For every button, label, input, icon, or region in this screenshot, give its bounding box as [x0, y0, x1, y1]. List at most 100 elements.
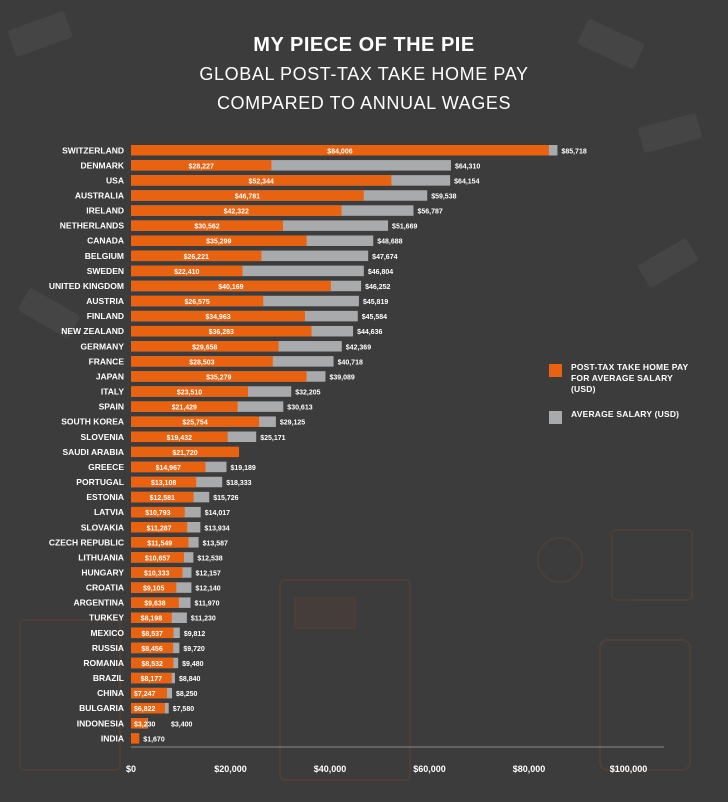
- value-label-average-sweden: $46,804: [368, 269, 393, 276]
- chart-title: MY PIECE OF THE PIE: [253, 34, 475, 56]
- value-label-average-france: $40,718: [338, 359, 363, 366]
- category-label-new-zealand: NEW ZEALAND: [61, 326, 124, 336]
- bar-post-tax-mexico: [131, 627, 174, 639]
- category-label-ireland: IRELAND: [86, 206, 124, 216]
- category-label-estonia: ESTONIA: [86, 492, 124, 502]
- bar-post-tax-denmark: [131, 160, 272, 171]
- legend-label-average: AVERAGE SALARY (USD): [571, 409, 680, 419]
- value-label-average-romania: $9,480: [182, 661, 204, 668]
- value-label-post-tax-indonesia: $3,230: [134, 721, 156, 728]
- value-label-post-tax-canada: $35,299: [206, 239, 231, 246]
- category-label-germany: GERMANY: [81, 341, 125, 351]
- bar-post-tax-czech-republic: [131, 537, 189, 548]
- x-tick-label: $40,000: [314, 764, 347, 774]
- category-label-lithuania: LITHUANIA: [78, 552, 124, 562]
- bar-post-tax-bulgaria: [131, 702, 165, 714]
- value-label-average-australia: $59,538: [431, 193, 456, 200]
- category-label-romania: ROMANIA: [83, 658, 124, 668]
- category-label-switzerland: SWITZERLAND: [62, 145, 124, 155]
- category-label-indonesia: INDONESIA: [77, 718, 124, 728]
- category-label-usa: USA: [106, 175, 124, 185]
- bar-post-tax-belgium: [131, 250, 262, 262]
- chart-subtitle-line-1: GLOBAL POST-TAX TAKE HOME PAY: [199, 64, 529, 84]
- bar-post-tax-ireland: [131, 205, 342, 216]
- value-label-post-tax-brazil: $8,177: [141, 676, 163, 683]
- category-label-finland: FINLAND: [87, 311, 124, 321]
- value-label-post-tax-france: $28,503: [189, 359, 214, 366]
- value-label-post-tax-croatia: $9,105: [143, 586, 165, 593]
- value-label-post-tax-slovakia: $11,287: [147, 525, 172, 532]
- value-label-average-italy: $32,205: [295, 390, 320, 397]
- category-label-saudi-arabia: SAUDI ARABIA: [62, 447, 124, 457]
- value-label-post-tax-estonia: $12,581: [150, 495, 175, 502]
- value-label-post-tax-slovenia: $19,432: [167, 435, 192, 442]
- value-label-average-spain: $30,613: [287, 405, 312, 412]
- value-label-post-tax-czech-republic: $11,549: [147, 540, 172, 547]
- value-label-post-tax-south-korea: $25,754: [182, 420, 207, 427]
- category-label-czech-republic: CZECH REPUBLIC: [49, 537, 124, 547]
- value-label-post-tax-hungary: $10,333: [144, 570, 169, 577]
- category-label-spain: SPAIN: [99, 402, 124, 412]
- bar-post-tax-sweden: [131, 265, 243, 277]
- value-label-average-latvia: $14,017: [205, 510, 230, 517]
- bar-post-tax-latvia: [131, 506, 185, 518]
- bar-post-tax-canada: [131, 235, 307, 246]
- bar-post-tax-slovakia: [131, 522, 188, 533]
- x-tick-label: $20,000: [214, 764, 247, 774]
- category-label-italy: ITALY: [101, 387, 124, 397]
- value-label-post-tax-russia: $8,456: [141, 646, 163, 653]
- value-label-post-tax-ireland: $42,322: [224, 209, 249, 216]
- bar-post-tax-united-kingdom: [131, 280, 331, 292]
- bar-post-tax-indonesia: [131, 718, 148, 729]
- chart-subtitle-line-2: COMPARED TO ANNUAL WAGES: [216, 93, 512, 113]
- bar-post-tax-netherlands: [131, 220, 284, 231]
- value-label-average-finland: $45,584: [362, 314, 387, 321]
- value-label-average-croatia: $12,140: [195, 586, 220, 593]
- category-label-brazil: BRAZIL: [93, 673, 124, 683]
- value-label-average-united-kingdom: $46,252: [365, 284, 390, 291]
- value-label-average-netherlands: $51,669: [392, 224, 417, 231]
- value-label-post-tax-china: $7,247: [134, 691, 156, 698]
- value-label-average-russia: $9,720: [183, 646, 205, 653]
- value-label-post-tax-italy: $23,510: [177, 390, 202, 397]
- bar-post-tax-romania: [131, 657, 174, 669]
- value-label-average-new-zealand: $44,636: [357, 329, 382, 336]
- value-label-average-switzerland: $85,718: [561, 148, 586, 155]
- value-label-post-tax-saudi-arabia: $21,720: [172, 450, 197, 457]
- value-label-average-czech-republic: $13,587: [203, 540, 228, 547]
- x-tick-label: $80,000: [513, 764, 546, 774]
- value-label-post-tax-greece: $14,967: [156, 465, 181, 472]
- value-label-post-tax-austria: $26,575: [184, 299, 209, 306]
- value-label-post-tax-denmark: $28,227: [189, 163, 214, 170]
- value-label-post-tax-latvia: $10,793: [145, 510, 170, 517]
- category-label-china: CHINA: [97, 688, 124, 698]
- value-label-average-portugal: $18,333: [226, 480, 251, 487]
- value-label-average-estonia: $15,726: [213, 495, 238, 502]
- bar-post-tax-saudi-arabia: [131, 446, 240, 458]
- category-label-slovenia: SLOVENIA: [81, 432, 124, 442]
- value-label-average-slovenia: $25,171: [260, 435, 285, 442]
- value-label-post-tax-netherlands: $30,562: [194, 224, 219, 231]
- category-label-slovakia: SLOVAKIA: [81, 522, 124, 532]
- tax-doc-icon: [295, 598, 355, 628]
- value-label-average-hungary: $12,157: [195, 570, 220, 577]
- value-label-post-tax-romania: $8,532: [142, 661, 164, 668]
- value-label-post-tax-mexico: $8,537: [142, 631, 164, 638]
- category-label-russia: RUSSIA: [92, 643, 124, 653]
- value-label-post-tax-japan: $35,279: [206, 374, 231, 381]
- category-label-france: FRANCE: [89, 356, 125, 366]
- bar-post-tax-portugal: [131, 476, 197, 488]
- bar-post-tax-germany: [131, 341, 279, 352]
- category-label-united-kingdom: UNITED KINGDOM: [49, 281, 124, 291]
- value-label-post-tax-belgium: $26,221: [184, 254, 209, 261]
- value-label-average-argentina: $11,970: [195, 601, 220, 608]
- legend-item-post-tax: POST-TAX TAKE HOME PAY FOR AVERAGE SALAR…: [549, 362, 689, 395]
- value-label-average-austria: $45,819: [363, 299, 388, 306]
- bar-post-tax-france: [131, 356, 273, 367]
- value-label-average-japan: $39,089: [329, 374, 354, 381]
- category-label-canada: CANADA: [87, 236, 124, 246]
- legend-swatch-average: [549, 411, 562, 424]
- legend-swatch-post-tax: [549, 364, 562, 377]
- category-label-bulgaria: BULGARIA: [79, 703, 124, 713]
